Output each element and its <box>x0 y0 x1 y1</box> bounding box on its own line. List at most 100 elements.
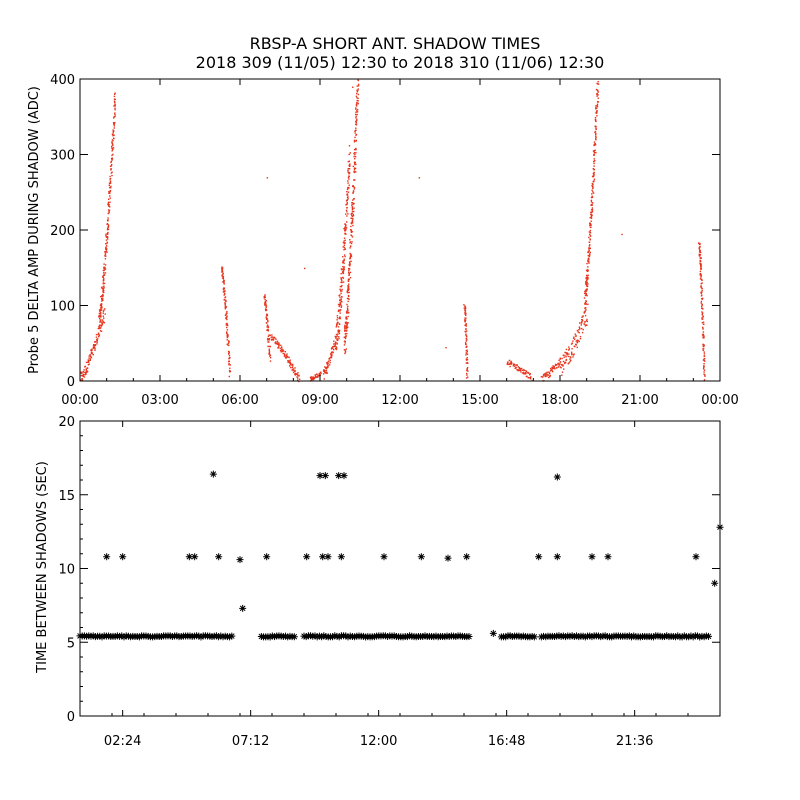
top-data-point <box>102 320 104 323</box>
top-data-point <box>114 93 116 95</box>
bottom-data-point <box>197 633 205 641</box>
top-data-point <box>338 309 341 311</box>
top-x-tick-label: 00:00 <box>701 393 738 408</box>
top-data-point <box>596 110 598 112</box>
top-data-point <box>346 328 348 330</box>
top-data-point <box>357 88 359 90</box>
top-data-point <box>464 324 466 326</box>
top-data-point <box>98 315 100 317</box>
top-data-point <box>343 349 346 351</box>
top-data-point <box>465 312 467 314</box>
top-data-point <box>356 101 358 104</box>
top-data-point <box>99 304 102 307</box>
top-data-point <box>356 85 358 87</box>
top-data-point <box>569 358 571 360</box>
top-data-point <box>103 317 105 319</box>
top-data-point <box>104 251 107 253</box>
top-y-tick-label: 200 <box>50 224 75 239</box>
top-data-point <box>327 362 329 364</box>
top-data-point <box>106 242 109 244</box>
top-data-point <box>589 231 591 233</box>
top-data-point <box>701 287 703 289</box>
top-data-point <box>565 352 567 354</box>
top-data-point <box>223 282 225 284</box>
top-data-point <box>356 118 358 121</box>
top-data-point <box>591 211 594 213</box>
top-data-point <box>352 222 354 224</box>
bottom-data-point <box>680 632 688 640</box>
top-data-point <box>580 324 582 326</box>
top-data-point <box>278 345 280 347</box>
top-data-point <box>324 369 326 372</box>
top-data-point <box>323 369 325 371</box>
top-data-point <box>353 139 356 142</box>
top-data-point <box>704 375 706 377</box>
top-data-point <box>91 352 93 355</box>
top-data-point <box>353 167 356 170</box>
top-data-point <box>355 107 357 109</box>
top-data-point <box>418 177 421 179</box>
top-data-point <box>700 302 702 304</box>
top-data-point <box>702 333 704 335</box>
top-data-point <box>588 241 591 243</box>
bottom-plot-frame <box>79 420 721 717</box>
top-data-point <box>703 353 706 355</box>
top-data-point <box>278 342 280 344</box>
top-data-point <box>343 244 345 246</box>
top-data-point <box>267 320 269 323</box>
top-data-point <box>465 340 467 342</box>
top-data-point <box>349 252 351 255</box>
top-data-point <box>596 105 599 108</box>
top-data-point <box>281 346 283 348</box>
top-data-point <box>508 363 511 365</box>
top-data-point <box>465 359 468 361</box>
top-data-point <box>343 259 345 261</box>
top-data-point <box>331 354 333 356</box>
bottom-data-point <box>711 579 719 587</box>
top-data-point <box>80 371 82 373</box>
top-data-point <box>594 125 596 128</box>
top-data-point <box>345 316 347 318</box>
top-data-point <box>221 275 223 277</box>
top-data-point <box>353 141 356 143</box>
top-data-point <box>463 307 465 309</box>
top-data-point <box>545 373 547 376</box>
top-data-point <box>100 307 102 309</box>
top-data-point <box>103 309 105 311</box>
top-data-point <box>335 337 337 339</box>
top-data-point <box>325 366 327 369</box>
top-data-point <box>578 326 581 328</box>
top-data-point <box>264 302 266 304</box>
top-data-point <box>701 318 703 320</box>
top-data-point <box>86 371 88 374</box>
top-data-point <box>355 95 358 97</box>
top-data-point <box>590 201 593 203</box>
top-data-point <box>702 326 704 329</box>
top-data-point <box>342 241 345 244</box>
top-data-point <box>586 277 588 279</box>
top-data-point <box>351 214 353 217</box>
top-data-point <box>226 310 228 313</box>
top-data-point <box>324 370 326 373</box>
top-data-point <box>593 141 596 143</box>
top-data-point <box>564 351 566 354</box>
top-data-point <box>698 242 700 244</box>
top-data-point <box>332 347 334 349</box>
top-data-point <box>340 277 342 279</box>
top-data-point <box>355 129 357 131</box>
top-data-point <box>347 298 349 300</box>
top-data-point <box>572 340 574 342</box>
top-data-point <box>595 132 597 135</box>
top-data-point <box>355 139 357 142</box>
top-data-point <box>113 123 115 125</box>
top-data-point <box>702 316 704 318</box>
top-data-point <box>340 292 342 295</box>
top-data-point <box>83 376 86 378</box>
top-data-point <box>267 325 269 327</box>
top-data-point <box>226 318 228 321</box>
top-data-point <box>345 200 348 202</box>
top-data-point <box>343 269 345 272</box>
top-data-point <box>105 239 108 241</box>
top-data-point <box>103 274 106 276</box>
